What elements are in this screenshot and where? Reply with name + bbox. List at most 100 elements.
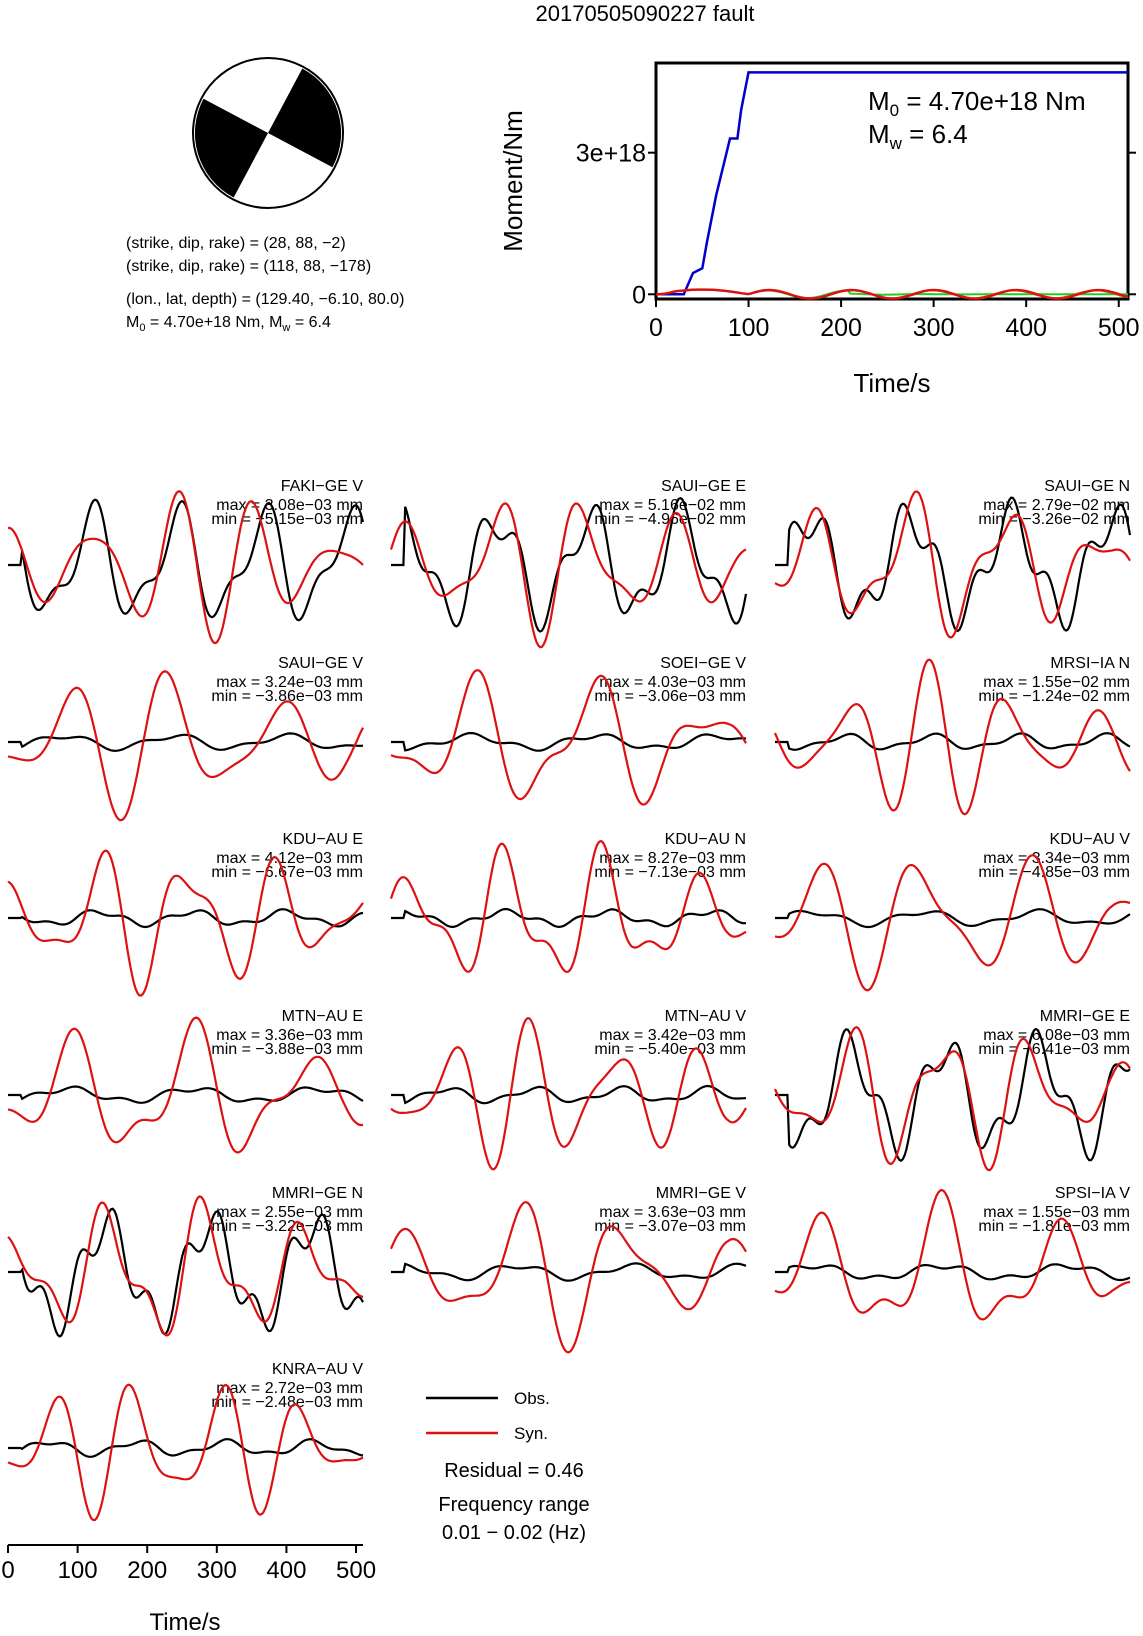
synthetic-trace <box>774 854 1131 992</box>
observed-trace <box>8 1207 364 1338</box>
frequency-range: 0.01 − 0.02 (Hz) <box>442 1522 586 1544</box>
station-name: MRSI−IA N <box>1050 655 1130 672</box>
moment-summary: M0 = 4.70e+18 Nm, Mw = 6.4 <box>126 314 331 334</box>
station-name: MTN−AU V <box>665 1008 747 1025</box>
moment-xtick-label: 100 <box>728 314 770 342</box>
synthetic-trace <box>7 1195 364 1337</box>
station-max: max = 6.08e−03 mm <box>983 1027 1130 1044</box>
station-name: MMRI−GE E <box>1040 1008 1130 1025</box>
station-name: KDU−AU V <box>1050 831 1131 848</box>
observed-trace <box>775 1263 1131 1282</box>
synthetic-trace <box>774 1188 1131 1321</box>
station-max: max = 8.27e−03 mm <box>599 850 746 867</box>
synthetic-trace <box>774 1025 1131 1172</box>
station-name: MTN−AU E <box>282 1008 363 1025</box>
station-min: min = −3.22e−03 mm <box>211 1218 363 1235</box>
station-min: min = −4.85e−03 mm <box>978 864 1130 881</box>
moment-rate-red-line <box>655 288 1129 300</box>
station-name: SPSI−IA V <box>1055 1185 1130 1202</box>
synthetic-trace <box>389 502 747 649</box>
station-min: min = −3.88e−03 mm <box>211 1041 363 1058</box>
station-max: max = 2.72e−03 mm <box>216 1380 363 1397</box>
observed-trace <box>391 907 746 929</box>
synthetic-trace <box>389 839 747 974</box>
station-max: max = 3.42e−03 mm <box>599 1027 746 1044</box>
station-max: max = 1.55e−03 mm <box>983 1204 1130 1221</box>
nodal-plane-2: (strike, dip, rake) = (118, 88, −178) <box>126 258 371 275</box>
observed-trace <box>8 1085 364 1104</box>
moment-ytick-label: 3e+18 <box>576 140 646 168</box>
waveform-time-axis: 0 100 200 300 400 500 <box>1 1544 376 1584</box>
synthetic-trace <box>390 1017 747 1171</box>
figure-title: 20170505090227 fault <box>536 1 755 26</box>
moment-series-line <box>656 71 1128 296</box>
source-location: (lon., lat, depth) = (129.40, −6.10, 80.… <box>126 291 404 308</box>
moment-xtick-label: 0 <box>649 314 663 342</box>
observed-trace <box>391 1084 746 1105</box>
synthetic-trace <box>7 1016 364 1154</box>
nodal-plane-1: (strike, dip, rake) = (28, 88, −2) <box>126 235 346 252</box>
synthetic-trace <box>7 670 364 822</box>
station-name: SAUI−GE N <box>1044 478 1130 495</box>
station-name: SAUI−GE V <box>278 655 363 672</box>
station-name: FAKI−GE V <box>281 478 364 495</box>
waveform-xtick-label: 0 <box>1 1557 14 1584</box>
station-max: max = 3.63e−03 mm <box>599 1204 746 1221</box>
waveform-xtick-label: 300 <box>197 1557 237 1584</box>
station-max: max = 3.34e−03 mm <box>983 850 1130 867</box>
station-name: KDU−AU E <box>283 831 363 848</box>
synthetic-trace <box>7 849 364 997</box>
station-max: max = 5.16e−02 mm <box>599 497 746 514</box>
station-name: MMRI−GE V <box>656 1185 747 1202</box>
station-max: max = 3.24e−03 mm <box>216 674 363 691</box>
observed-trace <box>8 908 364 929</box>
station-min: min = −2.48e−03 mm <box>211 1394 363 1411</box>
observed-trace <box>8 732 364 752</box>
frequency-label: Frequency range <box>438 1494 589 1516</box>
station-name: MMRI−GE N <box>272 1185 363 1202</box>
station-min: min = −3.26e−02 mm <box>978 511 1130 528</box>
waveform-xtick-label: 100 <box>58 1557 98 1584</box>
station-name: SOEI−GE V <box>660 655 746 672</box>
moment-plot-ylabel: Moment/Nm <box>498 110 528 252</box>
station-name: KNRA−AU V <box>272 1361 363 1378</box>
legend-obs: Obs. <box>514 1389 550 1408</box>
station-min: min = −6.67e−03 mm <box>211 864 363 881</box>
moment-xtick-label: 500 <box>1098 314 1140 342</box>
station-max: max = 4.12e−03 mm <box>216 850 363 867</box>
station-min: min = −5.15e−03 mm <box>211 511 363 528</box>
synthetic-trace <box>7 1383 364 1522</box>
moment-xtick-label: 300 <box>913 314 955 342</box>
waveform-xlabel: Time/s <box>149 1609 220 1636</box>
moment-xtick-label: 200 <box>820 314 862 342</box>
observed-trace <box>391 1262 747 1282</box>
observed-trace <box>775 732 1131 751</box>
station-max: max = 4.03e−03 mm <box>599 674 746 691</box>
observed-trace <box>391 731 747 752</box>
legend: Obs. Syn. <box>426 1389 550 1443</box>
station-min: min = −6.41e−03 mm <box>978 1041 1130 1058</box>
station-min: min = −3.07e−03 mm <box>594 1218 746 1235</box>
observed-trace <box>775 908 1131 929</box>
station-max: max = 3.36e−03 mm <box>216 1027 363 1044</box>
station-name: SAUI−GE E <box>661 478 746 495</box>
synthetic-trace <box>774 490 1131 639</box>
station-min: min = −1.24e−02 mm <box>978 688 1130 705</box>
station-min: min = −3.86e−03 mm <box>211 688 363 705</box>
observed-trace <box>391 496 748 633</box>
station-max: max = 2.55e−03 mm <box>216 1204 363 1221</box>
